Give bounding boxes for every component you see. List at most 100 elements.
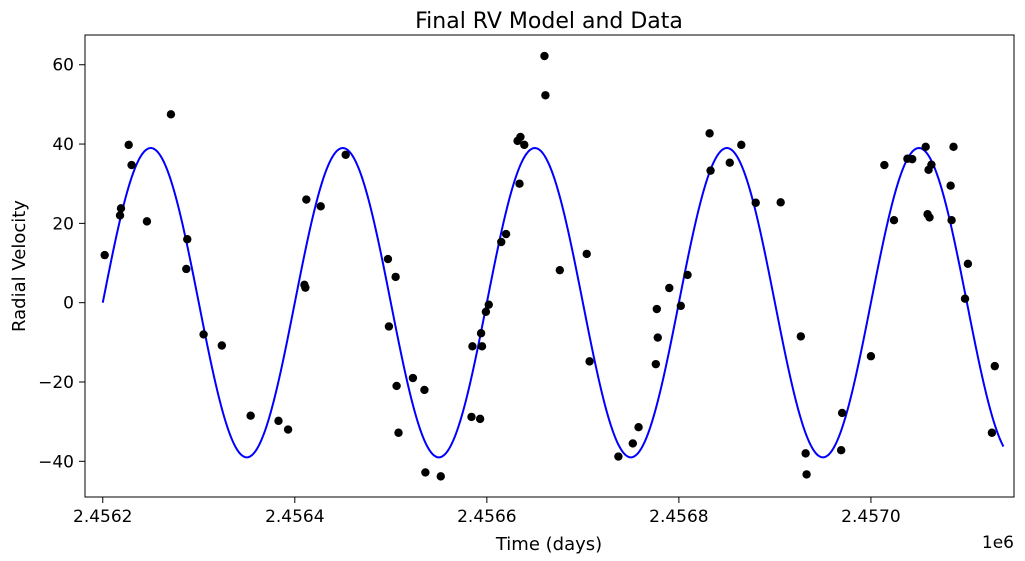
data-point [341, 150, 350, 159]
data-point [316, 202, 325, 211]
data-point [408, 373, 418, 383]
data-point [481, 307, 491, 317]
data-point [391, 272, 400, 282]
data-point [987, 428, 997, 437]
data-point [301, 283, 310, 292]
data-point [946, 181, 955, 190]
data-point [477, 342, 487, 351]
data-point [960, 294, 970, 303]
y-tick-label: 60 [52, 56, 74, 76]
data-point [651, 359, 661, 369]
plot-area [100, 51, 1005, 481]
y-tick-label: 20 [52, 214, 74, 234]
data-point [124, 140, 133, 150]
x-axis-ticks: 2.4562 2.4564 2.4566 2.4568 2.4570 [73, 497, 901, 527]
data-point [540, 51, 549, 61]
data-point [394, 428, 403, 437]
data-point [866, 352, 876, 361]
data-point [497, 237, 506, 247]
data-point [199, 330, 208, 339]
data-point [115, 211, 125, 220]
data-point [475, 414, 485, 424]
data-point [925, 213, 934, 222]
data-point [796, 332, 806, 341]
data-point [628, 439, 637, 448]
data-point [541, 91, 550, 100]
y-tick-label: 0 [63, 294, 74, 314]
data-point [921, 142, 930, 152]
data-point [676, 301, 686, 311]
data-point [501, 229, 511, 239]
data-point [927, 160, 936, 169]
y-tick-label: −20 [38, 373, 74, 393]
data-point [751, 198, 760, 207]
data-point [705, 129, 714, 138]
data-point [467, 412, 476, 422]
data-point [166, 110, 176, 119]
data-point [947, 215, 956, 225]
data-point [476, 329, 486, 338]
data-point [302, 195, 311, 204]
data-point [283, 425, 293, 434]
data-point [100, 250, 109, 260]
data-point [555, 265, 565, 275]
data-point [963, 259, 973, 269]
y-tick-label: −40 [38, 452, 74, 472]
data-point [837, 408, 847, 418]
data-point [634, 423, 643, 432]
data-point [421, 468, 430, 477]
data-point [384, 322, 394, 331]
x-tick-label: 2.4568 [649, 507, 708, 527]
data-point [990, 361, 999, 371]
x-tick-label: 2.4566 [457, 507, 516, 527]
data-point [949, 142, 958, 152]
data-point [142, 217, 152, 226]
data-point [908, 154, 917, 164]
data-point [420, 385, 429, 395]
data-point [665, 283, 674, 293]
data-point [653, 333, 662, 342]
data-point [706, 166, 715, 175]
data-point [383, 254, 393, 264]
data-point [802, 470, 811, 479]
data-point [582, 249, 591, 259]
data-point [515, 179, 524, 188]
data-point [836, 446, 846, 455]
data-point [585, 357, 594, 366]
chart-title: Final RV Model and Data [415, 9, 683, 34]
data-point [880, 160, 889, 170]
data-point [652, 304, 662, 314]
data-point [217, 341, 227, 350]
data-point [737, 140, 746, 150]
data-point [436, 472, 445, 481]
y-axis-ticks: 60 40 20 0 −20 −40 [38, 56, 85, 472]
model-curve [101, 147, 1005, 459]
x-tick-label: 2.4564 [265, 507, 324, 527]
data-point [116, 204, 126, 213]
data-point [182, 264, 191, 274]
data-point [392, 381, 401, 391]
x-tick-label: 2.4570 [841, 507, 900, 527]
data-point [520, 140, 529, 150]
x-axis-offset-label: 1e6 [982, 533, 1014, 553]
data-point [614, 452, 623, 461]
data-point [516, 132, 525, 142]
data-point [683, 270, 692, 280]
data-point [468, 342, 477, 351]
data-point [776, 198, 785, 207]
data-point [274, 416, 283, 426]
y-axis-label: Radial Velocity [9, 200, 30, 332]
x-tick-label: 2.4562 [73, 507, 132, 527]
y-tick-label: 40 [52, 135, 74, 155]
data-point [183, 235, 192, 244]
x-axis-label: Time (days) [495, 534, 602, 555]
data-point [484, 300, 493, 309]
data-point [889, 215, 899, 225]
plot-frame [84, 34, 1015, 498]
data-point [725, 158, 734, 167]
data-point [801, 449, 810, 458]
data-point [246, 411, 255, 420]
data-point [127, 160, 136, 170]
